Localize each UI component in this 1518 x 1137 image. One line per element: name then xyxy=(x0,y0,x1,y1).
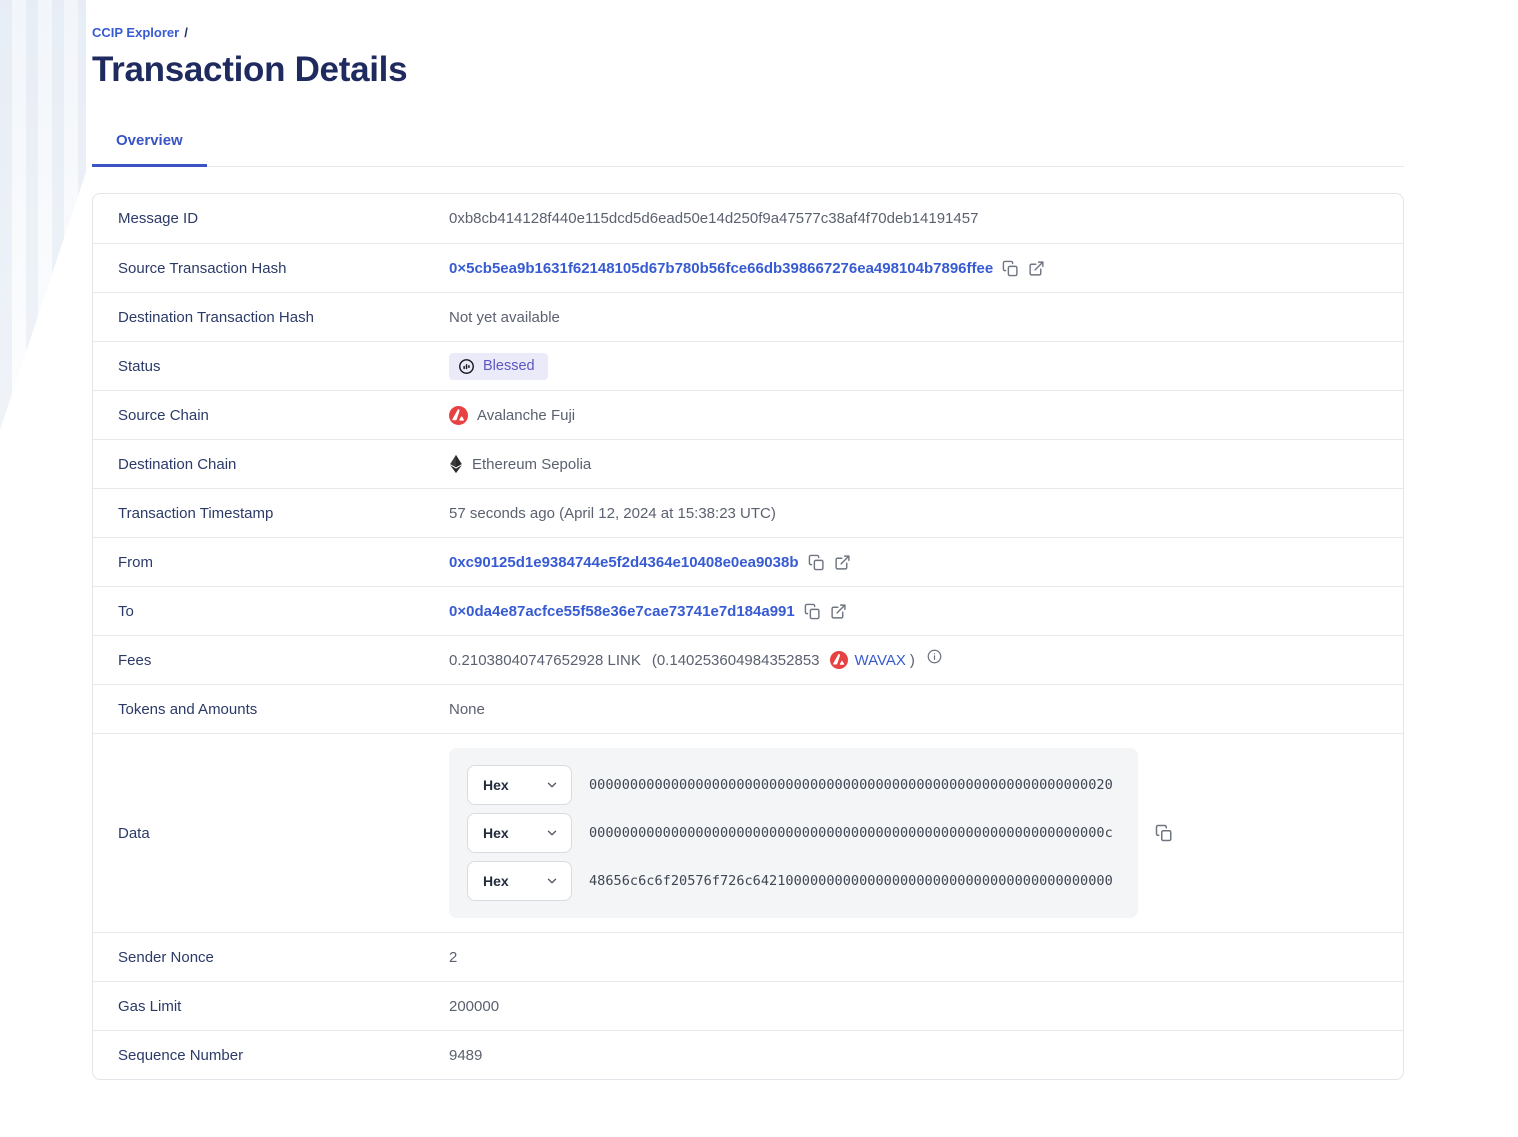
source-tx-hash-link[interactable]: 0×5cb5ea9b1631f62148105d67b780b56fce66db… xyxy=(449,259,994,277)
chevron-down-icon xyxy=(545,874,559,888)
tab-bar: Overview xyxy=(92,132,1404,167)
chevron-down-icon xyxy=(545,778,559,792)
sender-nonce-value: 2 xyxy=(449,948,458,966)
row-from: From 0xc90125d1e9384744e5f2d4364e10408e0… xyxy=(93,537,1403,586)
data-hex-panel: Hex 000000000000000000000000000000000000… xyxy=(449,748,1138,918)
field-label: Source Transaction Hash xyxy=(118,259,287,277)
data-line: Hex 000000000000000000000000000000000000… xyxy=(467,765,1120,805)
blessed-signal-icon xyxy=(458,358,475,375)
status-badge: Blessed xyxy=(449,352,548,380)
page-title: Transaction Details xyxy=(92,50,408,89)
row-gas-limit: Gas Limit 200000 xyxy=(93,981,1403,1030)
row-transaction-timestamp: Transaction Timestamp 57 seconds ago (Ap… xyxy=(93,488,1403,537)
field-label: Status xyxy=(118,357,161,375)
fees-converted-amount: (0.140253604984352853 xyxy=(651,651,820,669)
chevron-down-icon xyxy=(545,826,559,840)
avalanche-icon xyxy=(449,405,468,425)
data-format-select[interactable]: Hex xyxy=(467,765,572,805)
field-label: Message ID xyxy=(118,210,199,227)
field-label: Tokens and Amounts xyxy=(118,700,258,718)
data-format-selected: Hex xyxy=(483,825,509,841)
breadcrumb: CCIP Explorer / xyxy=(92,25,1404,40)
external-link-icon[interactable] xyxy=(1028,260,1045,277)
external-link-icon[interactable] xyxy=(834,554,851,571)
data-format-selected: Hex xyxy=(483,777,509,793)
field-label: Fees xyxy=(118,651,152,669)
field-label: Data xyxy=(118,824,150,842)
tab-overview[interactable]: Overview xyxy=(92,132,207,167)
data-format-selected: Hex xyxy=(483,873,509,889)
breadcrumb-ccip-explorer-link[interactable]: CCIP Explorer xyxy=(92,25,180,40)
tokens-and-amounts-value: None xyxy=(449,700,485,718)
fees-paren-close: ) xyxy=(909,651,915,669)
data-hex-value: 0000000000000000000000000000000000000000… xyxy=(589,825,1113,841)
data-line: Hex 000000000000000000000000000000000000… xyxy=(467,813,1120,853)
source-chain-name: Avalanche Fuji xyxy=(477,406,576,424)
status-badge-label: Blessed xyxy=(483,358,535,374)
field-label: From xyxy=(118,553,153,571)
transaction-timestamp-value: 57 seconds ago (April 12, 2024 at 15:38:… xyxy=(449,504,776,522)
to-address-link[interactable]: 0×0da4e87acfce55f58e36e7cae73741e7d184a9… xyxy=(449,602,795,620)
field-label: Destination Transaction Hash xyxy=(118,308,314,326)
field-label: To xyxy=(118,602,134,620)
row-destination-transaction-hash: Destination Transaction Hash Not yet ava… xyxy=(93,292,1403,341)
field-label: Sender Nonce xyxy=(118,948,214,966)
row-data: Data Hex 0000000000000000000000000000000… xyxy=(93,733,1403,932)
row-status: Status Blessed xyxy=(93,341,1403,390)
sequence-number-value: 9489 xyxy=(449,1046,483,1064)
wavax-token-link[interactable]: WAVAX xyxy=(854,651,906,669)
row-source-chain: Source Chain Avalanche Fuji xyxy=(93,390,1403,439)
destination-chain-name: Ethereum Sepolia xyxy=(472,455,592,473)
destination-tx-hash-value: Not yet available xyxy=(449,308,560,326)
copy-icon[interactable] xyxy=(1002,260,1019,277)
field-label: Source Chain xyxy=(118,406,209,424)
transaction-details-page: CCIP Explorer / Transaction Details Overv… xyxy=(92,25,1404,1080)
row-sequence-number: Sequence Number 9489 xyxy=(93,1030,1403,1079)
field-label: Transaction Timestamp xyxy=(118,504,274,522)
row-destination-chain: Destination Chain Ethereum Sepolia xyxy=(93,439,1403,488)
data-hex-value: 0000000000000000000000000000000000000000… xyxy=(589,777,1113,793)
copy-icon[interactable] xyxy=(1155,824,1173,842)
avalanche-icon xyxy=(829,651,848,669)
row-sender-nonce: Sender Nonce 2 xyxy=(93,932,1403,981)
field-label: Destination Chain xyxy=(118,455,237,473)
field-label: Gas Limit xyxy=(118,997,182,1015)
message-id-value: 0xb8cb414128f440e115dcd5d6ead50e14d250f9… xyxy=(449,210,979,227)
row-message-id: Message ID 0xb8cb414128f440e115dcd5d6ead… xyxy=(93,194,1403,243)
fees-link-amount: 0.21038040747652928 LINK xyxy=(449,651,641,669)
breadcrumb-separator: / xyxy=(184,25,188,40)
from-address-link[interactable]: 0xc90125d1e9384744e5f2d4364e10408e0ea903… xyxy=(449,553,799,571)
field-label: Sequence Number xyxy=(118,1046,244,1064)
data-hex-value: 48656c6c6f20576f726c64210000000000000000… xyxy=(589,873,1113,889)
row-fees: Fees 0.21038040747652928 LINK (0.1402536… xyxy=(93,635,1403,684)
gas-limit-value: 200000 xyxy=(449,997,500,1015)
copy-icon[interactable] xyxy=(804,603,821,620)
row-tokens-and-amounts: Tokens and Amounts None xyxy=(93,684,1403,733)
external-link-icon[interactable] xyxy=(830,603,847,620)
row-source-transaction-hash: Source Transaction Hash 0×5cb5ea9b1631f6… xyxy=(93,243,1403,292)
data-format-select[interactable]: Hex xyxy=(467,861,572,901)
row-to: To 0×0da4e87acfce55f58e36e7cae73741e7d18… xyxy=(93,586,1403,635)
data-format-select[interactable]: Hex xyxy=(467,813,572,853)
transaction-details-card: Message ID 0xb8cb414128f440e115dcd5d6ead… xyxy=(92,193,1404,1080)
ethereum-icon xyxy=(449,454,463,474)
info-icon[interactable] xyxy=(927,649,942,664)
data-line: Hex 48656c6c6f20576f726c6421000000000000… xyxy=(467,861,1120,901)
copy-icon[interactable] xyxy=(808,554,825,571)
